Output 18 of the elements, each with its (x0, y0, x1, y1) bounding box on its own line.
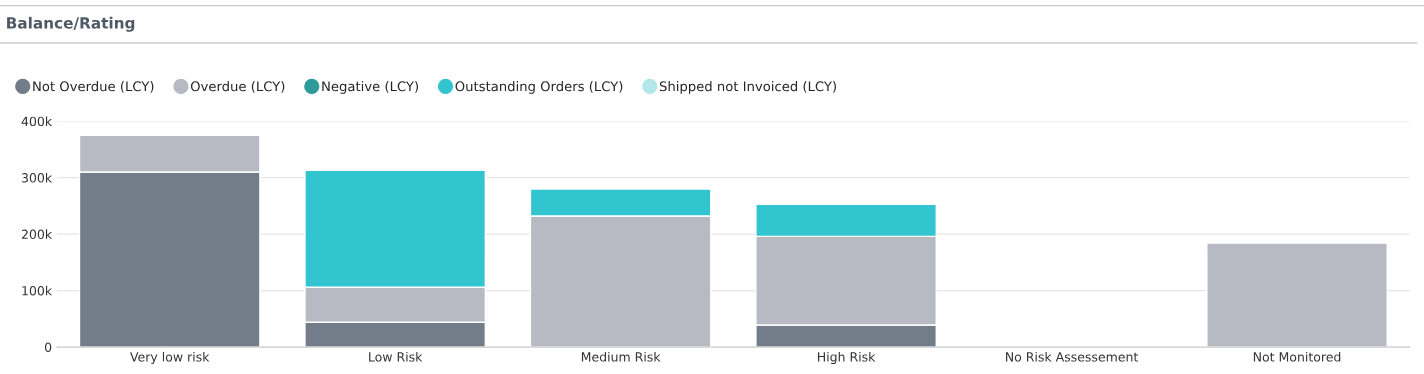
y-tick-label: 200k (21, 229, 53, 240)
legend-label: Shipped not Invoiced (LCY) (659, 81, 836, 94)
x-tick-label: Medium Risk (581, 351, 661, 362)
x-tick-label: High Risk (818, 351, 876, 365)
legend-label: Not Overdue (LCY) (33, 81, 154, 93)
bar (1206, 242, 1388, 348)
y-tick-label: 300k (21, 172, 53, 183)
legend-label: Overdue (LCY) (190, 81, 285, 93)
legend-label: Outstanding Orders (LCY) (455, 81, 623, 94)
legend-label: Negative (LCY) (322, 81, 418, 94)
y-tick-label: 100k (22, 285, 53, 296)
x-tick-label: No Risk Assessement (1006, 351, 1139, 362)
x-tick-label: Low Risk (369, 351, 423, 362)
y-tick-label: 400k (21, 116, 53, 127)
x-tick-label: Not Monitored (1253, 351, 1341, 362)
x-tick-label: Very low risk (130, 351, 210, 365)
y-tick-label: 0 (44, 342, 52, 352)
chart-title: Balance/Rating (7, 16, 135, 32)
